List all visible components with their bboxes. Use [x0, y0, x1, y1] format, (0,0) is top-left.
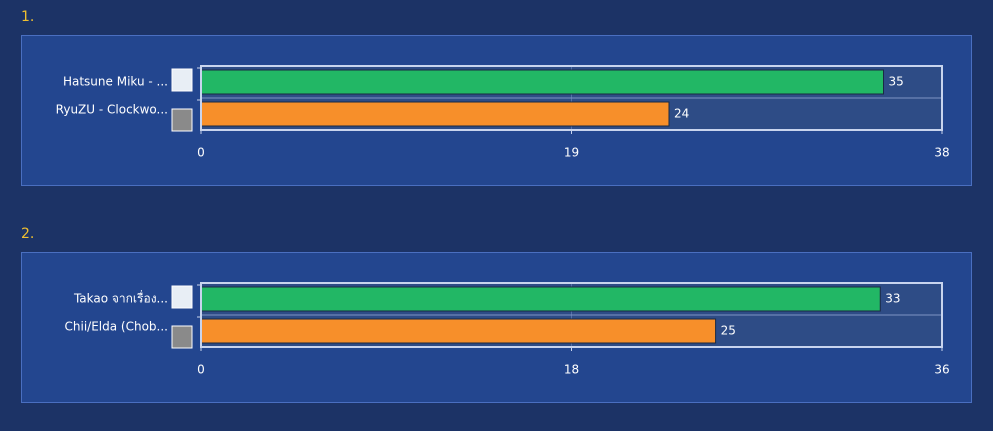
- bar: [200, 69, 884, 95]
- category-label: Hatsune Miku - ...: [63, 75, 168, 89]
- value-label: 33: [885, 292, 900, 306]
- value-label: 24: [674, 107, 689, 121]
- chart-title: 1.: [21, 9, 34, 25]
- x-tick-label: 0: [197, 146, 205, 160]
- thumbnail: [171, 325, 193, 349]
- category-label: Takao จากเรื่อง...: [73, 290, 168, 306]
- thumbnail: [171, 68, 193, 92]
- plot-border: [200, 65, 943, 131]
- category-label: RyuZU - Clockwo...: [56, 103, 168, 117]
- x-tick-label: 36: [934, 363, 949, 377]
- chart-title: 2.: [21, 226, 34, 242]
- x-tick-label: 38: [934, 146, 949, 160]
- bar: [200, 318, 717, 344]
- thumbnail: [171, 108, 193, 132]
- thumbnail: [171, 285, 193, 309]
- bar: [200, 101, 670, 127]
- x-tick-label: 0: [197, 363, 205, 377]
- x-tick-label: 19: [564, 146, 579, 160]
- x-tick-label: 18: [564, 363, 579, 377]
- value-label: 35: [889, 75, 904, 89]
- category-label: Chii/Elda (Chob...: [65, 320, 168, 334]
- value-label: 25: [721, 324, 736, 338]
- bar: [200, 286, 881, 312]
- plot-border: [200, 282, 943, 348]
